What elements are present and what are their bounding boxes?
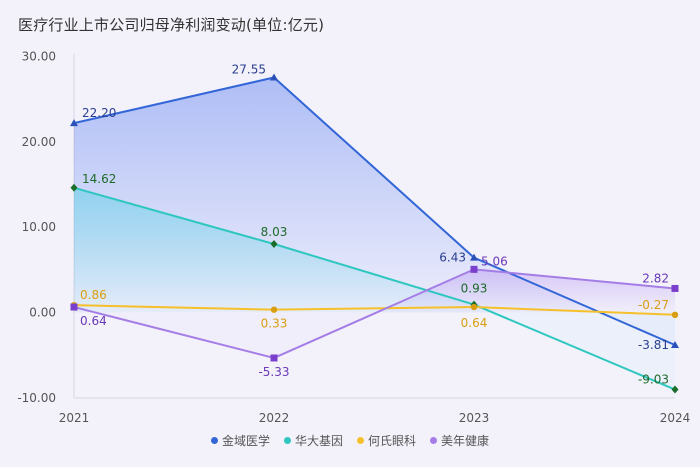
series-line: [73, 268, 676, 360]
data-point: [671, 340, 679, 348]
x-tick-label: 2021: [59, 411, 90, 425]
x-tick-label: 2023: [459, 411, 490, 425]
data-label: 8.03: [261, 225, 288, 239]
data-label: -0.27: [638, 298, 669, 312]
data-point: [671, 284, 679, 292]
legend-dot-icon: [210, 437, 218, 444]
series-area: [74, 187, 675, 390]
data-point: [470, 253, 478, 261]
x-tick-label: 2022: [259, 411, 290, 425]
data-label: 0.33: [261, 317, 288, 331]
series-line: [73, 186, 676, 391]
data-label: 0.93: [461, 282, 488, 296]
legend-item[interactable]: 何氏眼科: [357, 432, 416, 449]
data-point: [671, 385, 679, 394]
legend-label: 美年健康: [441, 434, 490, 448]
data-label: 6.43: [439, 251, 466, 265]
y-tick-label: 30.00: [22, 50, 56, 64]
legend-item[interactable]: 金域医学: [210, 432, 270, 449]
data-point: [470, 303, 478, 311]
data-label: 5.06: [481, 254, 508, 268]
legend-item[interactable]: 美年健康: [430, 432, 489, 449]
series-line: [73, 304, 676, 316]
data-label: 0.64: [461, 316, 488, 330]
data-label: 22.20: [82, 106, 116, 120]
legend-dot-icon: [283, 437, 291, 444]
data-point: [270, 306, 278, 313]
y-tick-label: 20.00: [22, 135, 56, 149]
legend-label: 何氏眼科: [368, 434, 417, 448]
series-area: [74, 269, 675, 358]
legend-dot-icon: [430, 437, 438, 444]
data-point: [671, 311, 679, 319]
data-point: [270, 240, 278, 249]
x-tick-label: 2024: [660, 411, 691, 425]
data-point: [70, 183, 78, 192]
data-point: [270, 354, 278, 362]
chart-title: 医疗行业上市公司归母净利润变动(单位:亿元): [18, 16, 325, 34]
y-tick-label: -10.00: [17, 391, 56, 405]
data-label: 0.86: [80, 288, 107, 302]
y-tick-label: 10.00: [22, 220, 56, 234]
data-label: 14.62: [82, 172, 116, 186]
data-label: -5.33: [258, 365, 289, 379]
legend-label: 华大基因: [294, 434, 343, 448]
data-point: [70, 119, 78, 127]
legend-dot-icon: [357, 437, 364, 444]
data-label: 0.64: [80, 314, 107, 328]
data-point: [270, 73, 278, 81]
y-tick-label: 0.00: [29, 306, 56, 320]
series-line: [73, 76, 676, 346]
data-label: -3.81: [638, 338, 669, 352]
chart-legend: 金域医学 华大基因 何氏眼科 美年健康: [0, 432, 700, 449]
data-point: [70, 303, 78, 311]
data-label: -9.03: [638, 373, 669, 387]
data-label: 27.55: [232, 62, 266, 76]
data-point: [470, 265, 478, 273]
legend-item[interactable]: 华大基因: [283, 432, 343, 449]
legend-label: 金域医学: [221, 434, 270, 448]
data-label: 2.82: [642, 271, 669, 285]
